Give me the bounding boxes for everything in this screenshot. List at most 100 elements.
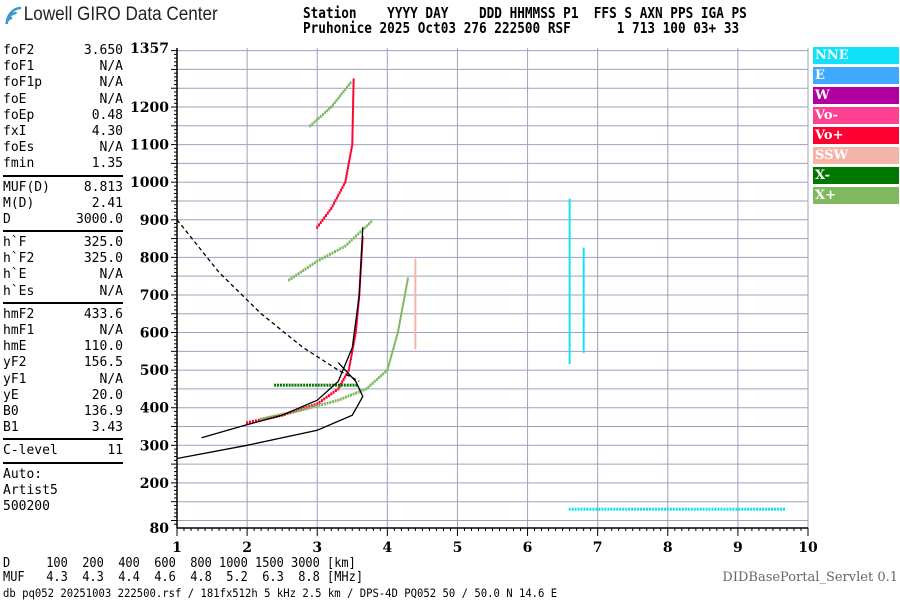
muf-curve — [176, 219, 360, 382]
param-value: N/A — [99, 323, 123, 338]
param-name: M(D) — [3, 195, 35, 211]
echo-point — [342, 396, 345, 400]
param-name: yF2 — [3, 355, 27, 371]
echo-point — [582, 349, 585, 353]
muf-row: MUF 4.3 4.3 4.4 4.6 4.8 5.2 6.3 8.8 [MHz… — [3, 570, 364, 585]
echo-point — [747, 507, 750, 511]
echo-point — [340, 92, 343, 96]
echo-point — [582, 267, 585, 271]
echo-point — [291, 383, 294, 387]
echo-point — [295, 273, 298, 277]
echo-point — [582, 294, 585, 298]
echo-point — [347, 368, 350, 372]
echo-point — [414, 279, 417, 283]
echo-point — [568, 325, 571, 329]
echo-point — [319, 221, 322, 225]
legend-vo-: Vo- — [813, 107, 899, 124]
echo-point — [568, 266, 571, 270]
echo-point — [370, 220, 373, 224]
param-name: C-level — [3, 443, 58, 459]
echo-point — [738, 507, 741, 511]
echo-point — [393, 344, 396, 348]
param-name: B0 — [3, 403, 19, 419]
separator — [3, 461, 123, 464]
echo-point — [582, 308, 585, 312]
echo-point — [568, 310, 571, 314]
echo-point — [386, 368, 389, 372]
echo-point — [613, 507, 616, 511]
y-tick-label: 1357 — [130, 41, 169, 57]
echo-point — [568, 201, 571, 205]
echo-point — [288, 383, 291, 387]
echo-point — [294, 383, 297, 387]
echo-point — [309, 124, 312, 128]
echo-point — [568, 361, 571, 365]
density-profile — [176, 362, 364, 460]
x-tick-label: 6 — [523, 540, 533, 556]
echo-point — [568, 304, 571, 308]
echo-point — [350, 354, 353, 358]
echo-point — [619, 507, 622, 511]
echo-point — [649, 507, 652, 511]
echo-point — [582, 253, 585, 257]
echo-point — [568, 228, 571, 232]
echo-point — [373, 379, 376, 383]
echo-point — [312, 405, 315, 409]
echo-point — [249, 420, 252, 424]
echo-point — [396, 333, 399, 337]
echo-point — [690, 507, 693, 511]
echo-point — [387, 363, 390, 367]
echo-point — [388, 360, 391, 364]
echo-point — [582, 332, 585, 336]
echo-point — [568, 293, 571, 297]
echo-point — [387, 365, 390, 369]
echo-point — [326, 211, 329, 215]
echo-point — [568, 254, 571, 258]
echo-point — [380, 374, 383, 378]
echo-point — [583, 507, 586, 511]
echo-point — [568, 281, 571, 285]
echo-point — [369, 383, 372, 387]
echo-point — [574, 507, 577, 511]
param-value: 325.0 — [83, 251, 123, 267]
echo-point — [282, 383, 285, 387]
param-name: fmin — [3, 156, 35, 172]
echo-point — [568, 340, 571, 344]
echo-point — [741, 507, 744, 511]
x-tick-label: 10 — [798, 540, 818, 556]
echo-point — [355, 383, 358, 387]
echo-point — [414, 308, 417, 312]
x-tick-label: 7 — [593, 540, 603, 556]
legend-vo+: Vo+ — [813, 127, 899, 144]
echo-point — [726, 507, 729, 511]
echo-point — [315, 404, 318, 408]
echo-point — [720, 507, 723, 511]
echo-point — [582, 300, 585, 304]
echo-point — [311, 122, 314, 126]
echo-point — [334, 389, 337, 393]
echo-point — [321, 256, 324, 260]
echo-point — [398, 319, 401, 323]
echo-point — [774, 507, 777, 511]
echo-point — [268, 415, 271, 419]
echo-point — [318, 400, 321, 404]
echo-point — [568, 272, 571, 276]
echo-point — [756, 507, 759, 511]
echo-point — [352, 98, 355, 102]
echo-point — [348, 362, 351, 366]
echo-point — [404, 288, 407, 292]
echo-point — [414, 314, 417, 318]
echo-point — [403, 297, 406, 301]
echo-point — [334, 399, 337, 403]
echo-point — [290, 276, 293, 280]
y-tick-label: 80 — [150, 521, 170, 537]
echo-point — [306, 265, 309, 269]
echo-point — [582, 329, 585, 333]
echo-point — [400, 311, 403, 315]
echo-point — [355, 234, 358, 238]
echo-point — [362, 388, 365, 392]
echo-point — [568, 225, 571, 229]
echo-point — [274, 383, 277, 387]
echo-point — [780, 507, 783, 511]
echo-point — [338, 191, 341, 195]
